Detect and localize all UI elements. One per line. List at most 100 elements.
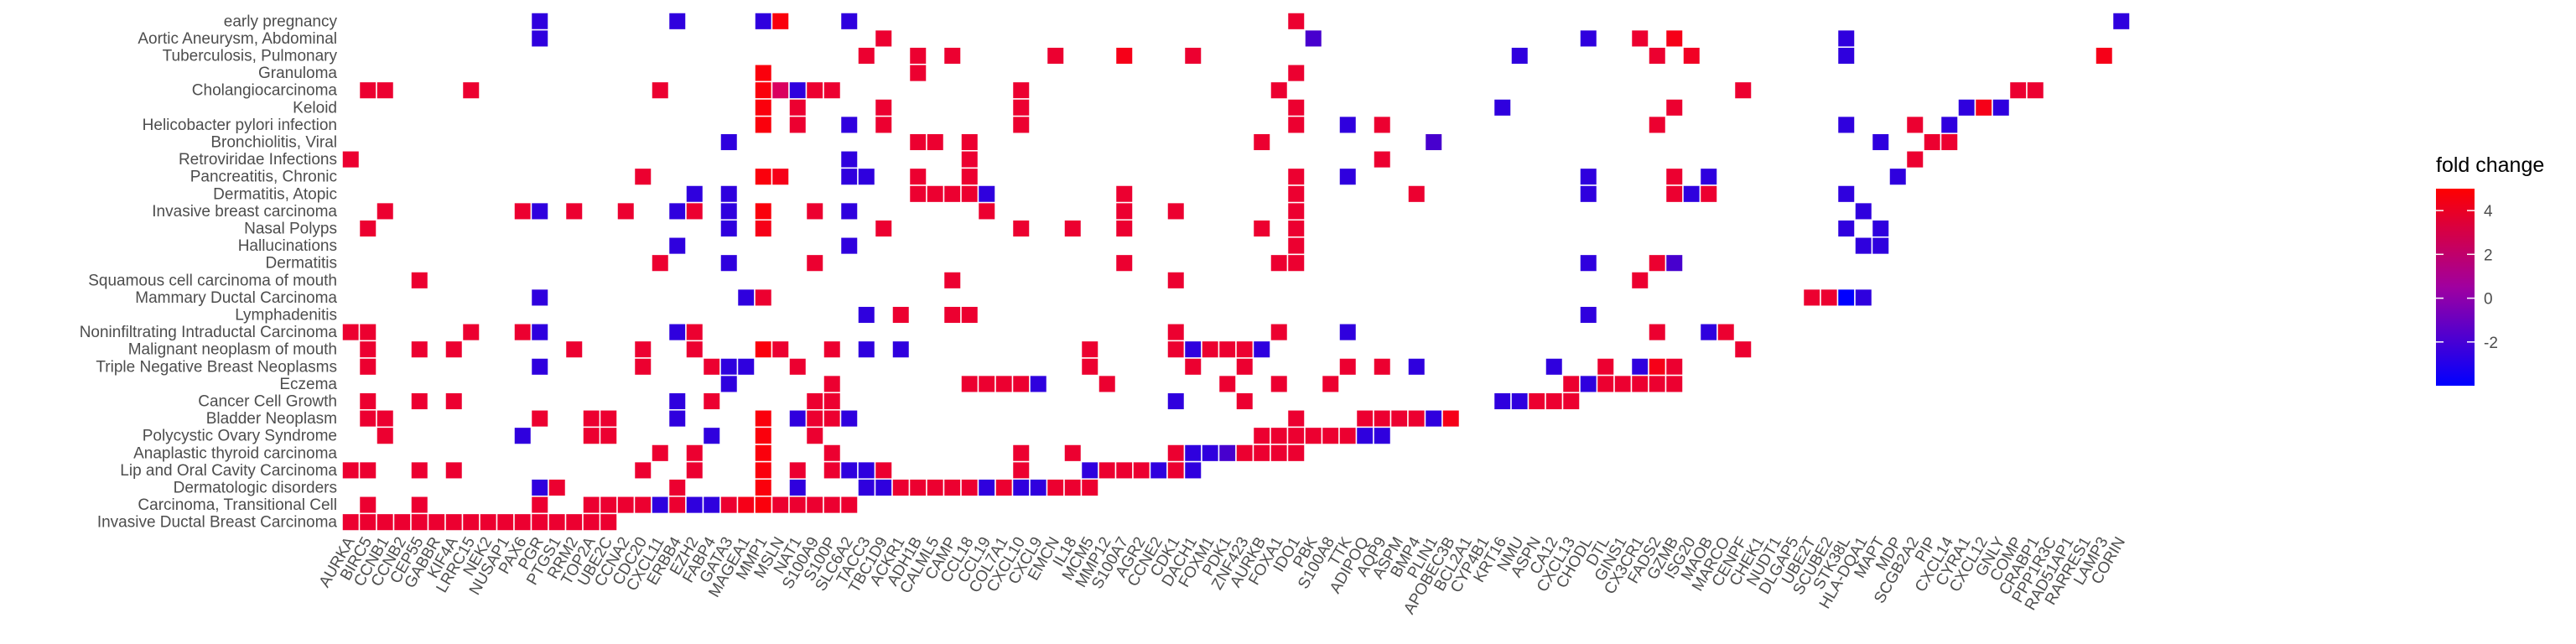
heatmap-cell: [960, 132, 979, 152]
heatmap-cell: [1183, 340, 1202, 359]
heatmap-cell: [599, 496, 618, 515]
heatmap-cell: [1682, 46, 1701, 65]
heatmap-cell: [1510, 392, 1530, 411]
heatmap-cell: [685, 340, 704, 359]
heatmap-cell: [530, 201, 549, 221]
heatmap-cell: [977, 201, 996, 221]
heatmap-cell: [754, 80, 773, 100]
heatmap-cell: [1166, 460, 1186, 480]
heatmap-cell: [444, 460, 464, 480]
heatmap-cell: [754, 98, 773, 117]
heatmap-cell: [1114, 201, 1134, 221]
heatmap-cell: [1561, 392, 1581, 411]
row-label: Eczema: [279, 376, 337, 393]
heatmap-cell: [1527, 392, 1546, 411]
heatmap-cell: [1235, 392, 1254, 411]
heatmap-cell: [1940, 115, 1959, 134]
heatmap-cell: [1338, 426, 1358, 445]
heatmap-cell: [599, 512, 618, 532]
heatmap-cell: [908, 478, 927, 497]
row-label: Tuberculosis, Pulmonary: [163, 48, 338, 65]
legend-tick-label: 0: [2484, 291, 2493, 309]
heatmap-cell: [1579, 184, 1598, 204]
row-label: Noninfiltrating Intraductal Carcinoma: [80, 324, 338, 341]
heatmap-cell: [582, 496, 601, 515]
heatmap-cell: [633, 340, 652, 359]
row-label: Bladder Neoplasm: [206, 410, 337, 428]
heatmap-cell: [839, 167, 859, 186]
row-label: Aortic Aneurysm, Abdominal: [138, 30, 337, 48]
heatmap-cell: [1699, 184, 1718, 204]
heatmap-cell: [1029, 478, 1048, 497]
heatmap-cell: [358, 323, 377, 342]
heatmap-cell: [358, 340, 377, 359]
heatmap-cell: [496, 512, 515, 532]
heatmap-cell: [513, 201, 532, 221]
heatmap-cell: [667, 478, 687, 497]
heatmap-cell: [667, 496, 687, 515]
heatmap-cell: [960, 478, 979, 497]
row-label: Pancreatitis, Chronic: [190, 169, 337, 186]
heatmap-cell: [1166, 444, 1186, 463]
heatmap-cell: [582, 426, 601, 445]
heatmap-cell: [461, 323, 480, 342]
heatmap-cell: [1218, 444, 1237, 463]
heatmap-cell: [891, 340, 911, 359]
heatmap-cell: [410, 271, 429, 290]
row-label: Squamous cell carcinoma of mouth: [88, 272, 337, 289]
heatmap-cell: [1114, 253, 1134, 273]
legend-ticks: 4 2 0 -2: [2436, 203, 2498, 352]
heatmap-cell: [1286, 167, 1306, 186]
heatmap-cell: [2095, 46, 2114, 65]
heatmap-cell: [341, 323, 361, 342]
heatmap-cell: [1166, 340, 1186, 359]
heatmap-cell: [823, 460, 842, 480]
heatmap-cell: [1338, 115, 1358, 134]
heatmap-cell: [1029, 374, 1048, 393]
heatmap-cell: [1992, 98, 2011, 117]
heatmap-cell: [651, 80, 670, 100]
heatmap-cell: [1407, 409, 1426, 428]
heatmap-cell: [960, 305, 979, 325]
heatmap-cell: [1338, 357, 1358, 377]
heatmap-cell: [960, 150, 979, 169]
row-label: Cancer Cell Growth: [198, 393, 337, 411]
heatmap-cell: [1648, 323, 1667, 342]
heatmap-cell: [1183, 357, 1202, 377]
heatmap-cell: [1080, 460, 1099, 480]
row-label: Granuloma: [258, 65, 337, 82]
heatmap-cell: [891, 305, 911, 325]
heatmap-tiles: [341, 12, 2131, 532]
heatmap-cell: [358, 460, 377, 480]
heatmap-cell: [1355, 409, 1374, 428]
row-label: Carcinoma, Transitional Cell: [138, 496, 337, 514]
row-label: early pregnancy: [224, 13, 338, 30]
heatmap-cell: [685, 496, 704, 515]
heatmap-cell: [1579, 305, 1598, 325]
heatmap-cell: [823, 374, 842, 393]
heatmap-cell: [754, 12, 773, 31]
heatmap-cell: [530, 323, 549, 342]
heatmap-cell: [530, 409, 549, 428]
heatmap-cell: [702, 426, 721, 445]
heatmap-cell: [1218, 374, 1237, 393]
heatmap-cell: [1235, 357, 1254, 377]
row-label: Malignant neoplasm of mouth: [128, 341, 337, 359]
row-label: Cholangiocarcinoma: [192, 82, 338, 100]
heatmap-cell: [1046, 46, 1065, 65]
heatmap-cell: [771, 167, 790, 186]
heatmap-cell: [1373, 150, 1392, 169]
heatmap-cell: [1252, 219, 1271, 238]
heatmap-cell: [444, 340, 464, 359]
row-label: Nasal Polyps: [244, 221, 337, 238]
heatmap-cell: [839, 496, 859, 515]
heatmap-cell: [667, 236, 687, 256]
heatmap-cell: [1424, 409, 1443, 428]
heatmap-cell: [1836, 46, 1856, 65]
row-label: Dermatitis: [265, 255, 337, 273]
heatmap-cell: [943, 305, 962, 325]
heatmap-cell: [358, 357, 377, 377]
heatmap-cell: [444, 512, 464, 532]
